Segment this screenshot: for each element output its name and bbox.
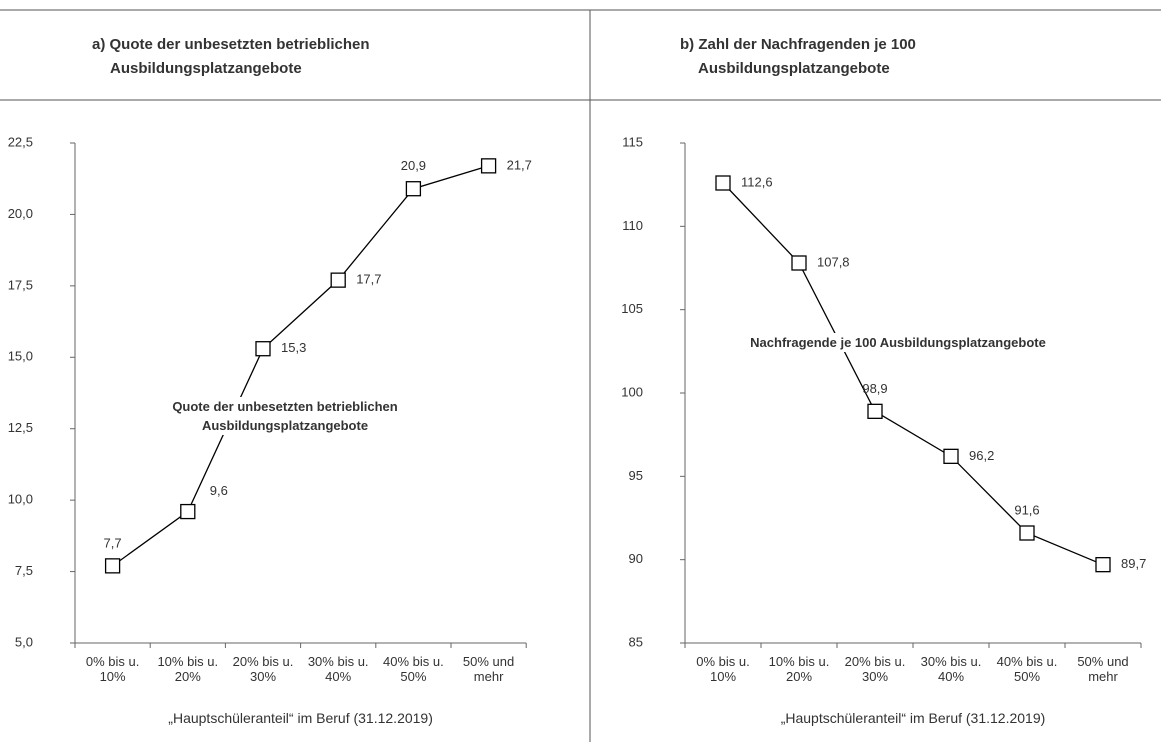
data-label: 91,6 bbox=[1014, 502, 1039, 517]
marker bbox=[1019, 525, 1035, 541]
x-tick-label: 20% bis u. 30% bbox=[232, 654, 294, 684]
marker bbox=[791, 255, 807, 271]
marker bbox=[867, 403, 883, 419]
y-tick-label: 20,0 bbox=[8, 206, 33, 221]
y-tick-label: 12,5 bbox=[8, 420, 33, 435]
chart-title: a) Quote der unbesetzten betrieblichen A… bbox=[92, 36, 370, 77]
y-tick-label: 110 bbox=[622, 218, 643, 233]
y-tick-label: 105 bbox=[621, 301, 643, 316]
data-label: 15,3 bbox=[281, 340, 306, 355]
data-label: 96,2 bbox=[969, 448, 994, 463]
marker bbox=[104, 558, 121, 574]
y-tick-label: 100 bbox=[621, 384, 643, 399]
marker bbox=[1095, 557, 1111, 573]
y-tick-label: 22,5 bbox=[8, 134, 33, 149]
x-tick-label: 40% bis u. 50% bbox=[383, 654, 444, 684]
marker bbox=[180, 503, 196, 520]
annotation: Quote der unbesetzten betrieblichen Ausb… bbox=[140, 397, 430, 435]
marker bbox=[480, 158, 497, 174]
marker bbox=[330, 272, 346, 288]
x-axis-label: „Hauptschüleranteil“ im Beruf (31.12.201… bbox=[168, 710, 433, 726]
x-tick-label: 50% und mehr bbox=[462, 654, 515, 684]
marker bbox=[715, 175, 731, 191]
data-label: 107,8 bbox=[817, 254, 850, 269]
x-tick-label: 0% bis u. 10% bbox=[85, 654, 140, 684]
data-label: 21,7 bbox=[507, 157, 532, 172]
x-tick-label: 30% bis u. 40% bbox=[920, 654, 982, 684]
x-tick-label: 10% bis u. 20% bbox=[157, 654, 219, 684]
y-tick-label: 10,0 bbox=[8, 492, 33, 507]
x-tick-label: 0% bis u. 10% bbox=[696, 654, 750, 684]
series-line bbox=[112, 165, 489, 567]
data-label: 112,6 bbox=[741, 174, 773, 189]
data-label: 20,9 bbox=[401, 158, 426, 173]
y-tick-label: 5,0 bbox=[15, 634, 33, 649]
y-tick-label: 7,5 bbox=[15, 563, 33, 578]
annotation: Nachfragende je 100 Ausbildungsplatzange… bbox=[713, 333, 1083, 352]
data-label: 7,7 bbox=[104, 535, 122, 550]
x-tick-label: 10% bis u. 20% bbox=[768, 654, 830, 684]
data-label: 9,6 bbox=[210, 483, 228, 498]
marker bbox=[943, 448, 959, 464]
y-tick-label: 15,0 bbox=[8, 349, 33, 364]
y-tick-label: 85 bbox=[629, 634, 643, 649]
chart-title: b) Zahl der Nachfragenden je 100 Ausbild… bbox=[680, 36, 916, 77]
data-label: 89,7 bbox=[1121, 556, 1146, 571]
marker bbox=[405, 181, 422, 197]
x-tick-label: 50% und mehr bbox=[1077, 654, 1129, 684]
series-line bbox=[722, 182, 1104, 566]
y-tick-label: 17,5 bbox=[8, 277, 33, 292]
data-label: 98,9 bbox=[862, 381, 887, 396]
x-tick-label: 20% bis u. 30% bbox=[844, 654, 906, 684]
data-label: 17,7 bbox=[356, 272, 381, 287]
y-tick-label: 95 bbox=[629, 468, 643, 483]
y-tick-label: 90 bbox=[629, 551, 643, 566]
x-tick-label: 30% bis u. 40% bbox=[307, 654, 369, 684]
x-axis-label: „Hauptschüleranteil“ im Beruf (31.12.201… bbox=[780, 710, 1046, 726]
x-tick-label: 40% bis u. 50% bbox=[996, 654, 1058, 684]
y-tick-label: 115 bbox=[622, 134, 643, 149]
marker bbox=[255, 341, 271, 357]
